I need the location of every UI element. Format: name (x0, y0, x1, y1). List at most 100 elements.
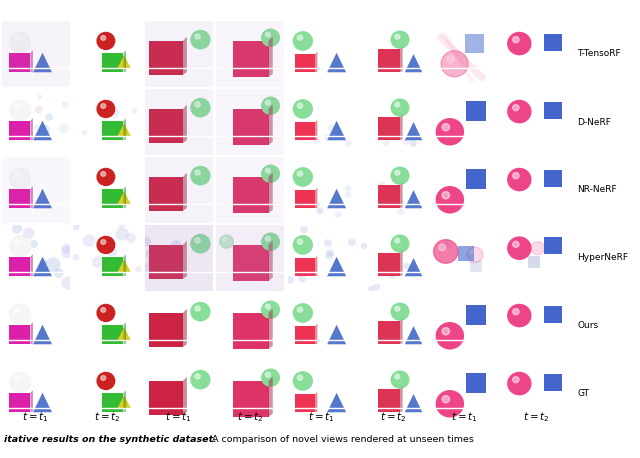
Polygon shape (30, 118, 33, 140)
Polygon shape (269, 376, 273, 417)
Polygon shape (441, 237, 454, 248)
Polygon shape (404, 258, 422, 276)
Circle shape (72, 223, 80, 230)
Polygon shape (327, 53, 346, 72)
Polygon shape (315, 392, 317, 412)
Text: $t = t_2$: $t = t_2$ (523, 410, 550, 424)
Circle shape (508, 33, 531, 55)
Bar (545, 102, 562, 119)
Bar (378, 185, 400, 208)
Bar (466, 101, 486, 121)
Polygon shape (404, 326, 422, 344)
Circle shape (100, 172, 106, 176)
Bar (378, 322, 400, 344)
Circle shape (399, 201, 406, 207)
Circle shape (131, 109, 137, 114)
Circle shape (368, 286, 375, 292)
Polygon shape (400, 251, 403, 276)
Polygon shape (117, 327, 131, 340)
Polygon shape (404, 394, 422, 412)
Circle shape (97, 33, 115, 49)
Circle shape (293, 32, 312, 50)
Circle shape (191, 167, 210, 185)
Polygon shape (33, 393, 52, 412)
Circle shape (391, 235, 409, 252)
Bar (378, 49, 400, 72)
Circle shape (385, 267, 392, 273)
Circle shape (397, 208, 404, 215)
Circle shape (102, 116, 107, 120)
Circle shape (293, 168, 312, 186)
Polygon shape (400, 47, 403, 72)
Circle shape (262, 233, 279, 250)
Polygon shape (400, 387, 403, 412)
Circle shape (298, 239, 303, 244)
Circle shape (262, 165, 279, 182)
Circle shape (100, 376, 106, 380)
Circle shape (389, 194, 396, 201)
Circle shape (45, 257, 61, 272)
Bar (149, 381, 183, 415)
Polygon shape (404, 190, 422, 208)
Text: $t = t_2$: $t = t_2$ (380, 410, 406, 424)
Bar (102, 189, 124, 208)
Polygon shape (183, 309, 187, 347)
Circle shape (298, 171, 303, 176)
Circle shape (513, 241, 519, 247)
Text: T-TensoRF: T-TensoRF (577, 49, 621, 59)
Circle shape (344, 185, 351, 192)
Bar (102, 256, 124, 276)
Circle shape (220, 235, 234, 248)
Circle shape (335, 211, 342, 218)
Circle shape (38, 95, 42, 99)
Circle shape (436, 119, 463, 145)
Circle shape (534, 244, 538, 248)
Circle shape (442, 191, 449, 199)
Circle shape (107, 247, 117, 257)
Circle shape (40, 259, 47, 266)
Circle shape (395, 374, 400, 379)
Circle shape (410, 141, 417, 147)
Circle shape (195, 238, 200, 243)
Circle shape (10, 32, 31, 52)
Polygon shape (315, 256, 317, 276)
Circle shape (10, 100, 31, 120)
Circle shape (324, 239, 332, 247)
Circle shape (40, 125, 50, 135)
Circle shape (345, 140, 352, 147)
Polygon shape (124, 390, 126, 412)
Bar (378, 253, 400, 276)
Polygon shape (33, 189, 52, 208)
Bar (102, 53, 124, 72)
Bar (9, 53, 30, 72)
Circle shape (508, 100, 531, 123)
Bar (545, 306, 562, 323)
Polygon shape (30, 254, 33, 276)
Bar (234, 245, 269, 281)
Circle shape (332, 133, 338, 140)
Polygon shape (327, 393, 346, 412)
Circle shape (266, 305, 270, 309)
Circle shape (97, 100, 115, 117)
Circle shape (141, 263, 152, 274)
Circle shape (72, 254, 79, 261)
Polygon shape (124, 186, 126, 208)
Bar (234, 313, 269, 349)
Circle shape (107, 258, 113, 264)
Circle shape (97, 372, 115, 389)
Circle shape (298, 307, 303, 312)
Circle shape (395, 238, 400, 243)
Bar (545, 237, 562, 254)
Circle shape (348, 239, 356, 246)
Circle shape (387, 252, 394, 259)
Bar (9, 121, 30, 140)
Bar (545, 374, 562, 391)
Circle shape (300, 226, 308, 234)
Circle shape (324, 134, 330, 140)
Circle shape (195, 170, 200, 175)
Polygon shape (404, 122, 422, 140)
Circle shape (325, 252, 333, 260)
Circle shape (40, 126, 46, 132)
Text: GT: GT (577, 389, 589, 398)
Circle shape (344, 191, 351, 198)
